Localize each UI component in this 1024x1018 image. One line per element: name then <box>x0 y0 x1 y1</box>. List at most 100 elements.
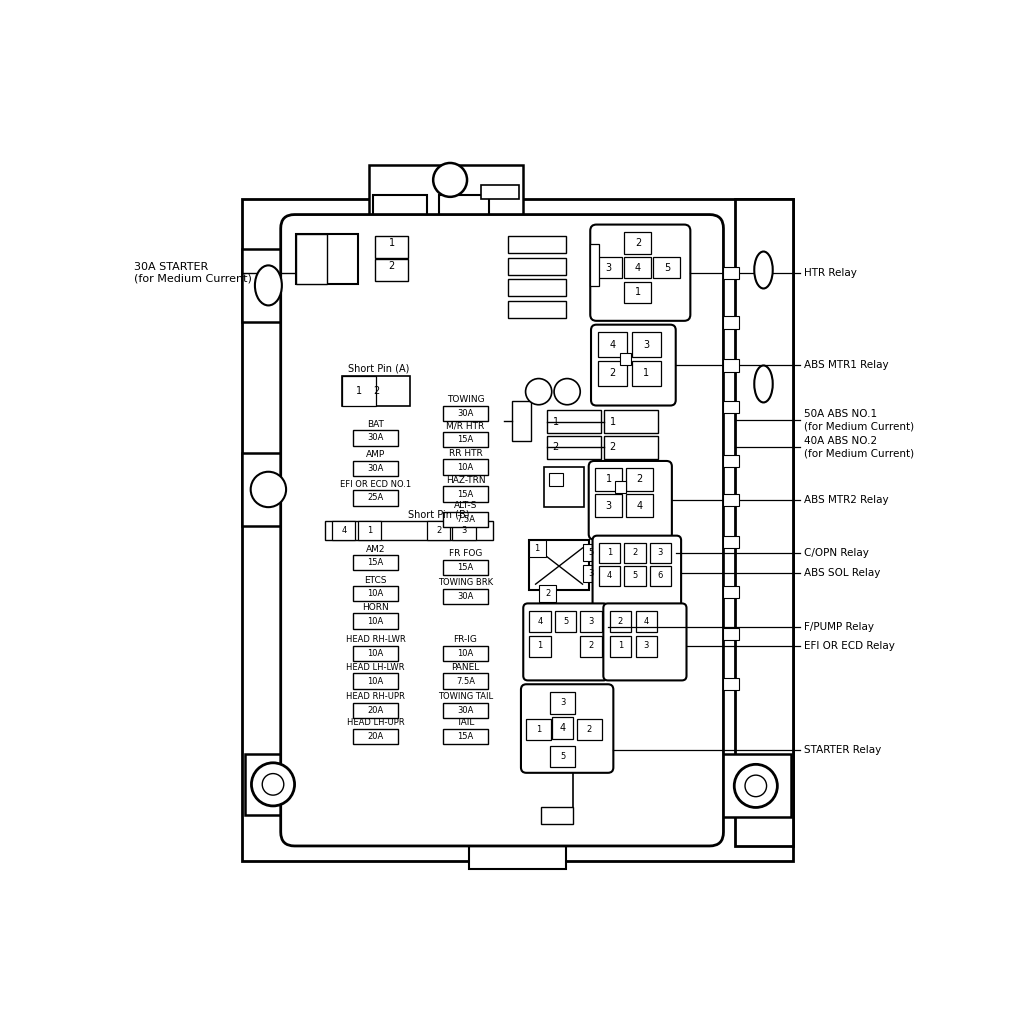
Bar <box>598 332 628 357</box>
Text: 4: 4 <box>644 617 649 626</box>
Bar <box>626 468 652 491</box>
Text: 3: 3 <box>560 698 565 708</box>
Bar <box>353 585 397 601</box>
Bar <box>443 432 487 447</box>
Bar <box>549 472 562 487</box>
Bar <box>438 195 488 219</box>
Bar <box>443 729 487 744</box>
Text: 2: 2 <box>388 262 394 271</box>
Bar <box>609 611 631 632</box>
Bar <box>508 279 565 296</box>
Text: 30A STARTER
(for Medium Current): 30A STARTER (for Medium Current) <box>134 263 252 284</box>
Text: ABS MTR1 Relay: ABS MTR1 Relay <box>804 360 889 371</box>
Text: 30A: 30A <box>458 705 474 715</box>
Bar <box>626 494 652 517</box>
Text: 3: 3 <box>461 525 467 534</box>
Text: TOWING: TOWING <box>446 395 484 404</box>
FancyBboxPatch shape <box>521 684 613 773</box>
Circle shape <box>734 765 777 807</box>
Bar <box>632 332 662 357</box>
Text: 7.5A: 7.5A <box>456 677 475 686</box>
Bar <box>583 544 599 561</box>
Text: 10A: 10A <box>458 462 474 471</box>
Text: 6: 6 <box>657 571 663 580</box>
Bar <box>724 678 739 690</box>
Text: ALT-S: ALT-S <box>454 501 477 510</box>
Text: 3: 3 <box>605 263 611 273</box>
Bar <box>296 234 327 284</box>
Text: 4: 4 <box>559 723 565 733</box>
Bar <box>342 377 410 405</box>
Text: FR FOG: FR FOG <box>449 549 482 558</box>
Text: 1: 1 <box>536 725 542 734</box>
Text: 2: 2 <box>632 548 638 557</box>
Text: 2: 2 <box>635 238 641 248</box>
Bar <box>353 431 397 446</box>
FancyBboxPatch shape <box>590 225 690 321</box>
Text: 1: 1 <box>388 238 394 248</box>
Bar <box>625 257 651 279</box>
Text: BAT: BAT <box>367 420 384 430</box>
Bar <box>552 718 573 739</box>
Bar <box>625 282 651 303</box>
Text: HORN: HORN <box>362 603 389 612</box>
Text: 10A: 10A <box>368 617 384 626</box>
Text: 4: 4 <box>607 571 612 580</box>
Bar <box>326 521 494 540</box>
Text: 1: 1 <box>617 641 623 651</box>
Text: 2: 2 <box>587 725 592 734</box>
Text: 1: 1 <box>609 416 615 427</box>
Bar <box>443 702 487 718</box>
Text: 3: 3 <box>644 641 649 651</box>
Bar <box>443 405 487 420</box>
Text: 4: 4 <box>609 340 615 350</box>
Bar <box>724 359 739 372</box>
Text: 4: 4 <box>538 617 543 626</box>
Bar <box>353 729 397 744</box>
Bar <box>547 436 601 459</box>
Ellipse shape <box>755 251 773 288</box>
Bar <box>550 746 574 768</box>
Text: 5: 5 <box>560 752 565 761</box>
Text: 3: 3 <box>643 340 649 350</box>
FancyBboxPatch shape <box>591 325 676 405</box>
Bar <box>370 165 523 215</box>
Bar <box>541 807 573 825</box>
Text: 4: 4 <box>637 501 643 511</box>
Circle shape <box>251 471 286 507</box>
Text: 10A: 10A <box>368 677 384 686</box>
Bar <box>353 674 397 689</box>
Text: 5: 5 <box>563 617 568 626</box>
Text: 7.5A: 7.5A <box>456 515 475 524</box>
Text: HEAD RH-UPR: HEAD RH-UPR <box>346 692 404 701</box>
Text: 5: 5 <box>632 571 638 580</box>
Bar <box>555 611 577 632</box>
Text: 15A: 15A <box>458 490 474 499</box>
Bar <box>443 588 487 604</box>
Bar <box>604 410 658 434</box>
Text: 2: 2 <box>436 525 441 534</box>
FancyBboxPatch shape <box>589 461 672 540</box>
Bar <box>353 461 397 476</box>
Text: EFI OR ECD Relay: EFI OR ECD Relay <box>804 640 895 651</box>
Bar <box>443 512 487 527</box>
Text: 20A: 20A <box>368 732 384 741</box>
Bar <box>443 674 487 689</box>
Bar <box>353 614 397 629</box>
Text: 1: 1 <box>635 287 641 297</box>
Bar <box>724 267 739 279</box>
Bar <box>443 560 487 575</box>
Bar <box>528 541 589 590</box>
Text: ETCS: ETCS <box>365 576 387 584</box>
Text: 30A: 30A <box>368 464 384 473</box>
Bar <box>724 455 739 467</box>
Bar <box>547 410 601 434</box>
Text: 4: 4 <box>635 263 641 273</box>
Bar <box>625 232 651 253</box>
Bar <box>609 636 631 657</box>
Bar <box>598 360 628 386</box>
Text: HEAD LH-LWR: HEAD LH-LWR <box>346 663 404 672</box>
Circle shape <box>554 379 581 405</box>
Text: 30A: 30A <box>458 592 474 601</box>
Bar <box>649 566 671 585</box>
